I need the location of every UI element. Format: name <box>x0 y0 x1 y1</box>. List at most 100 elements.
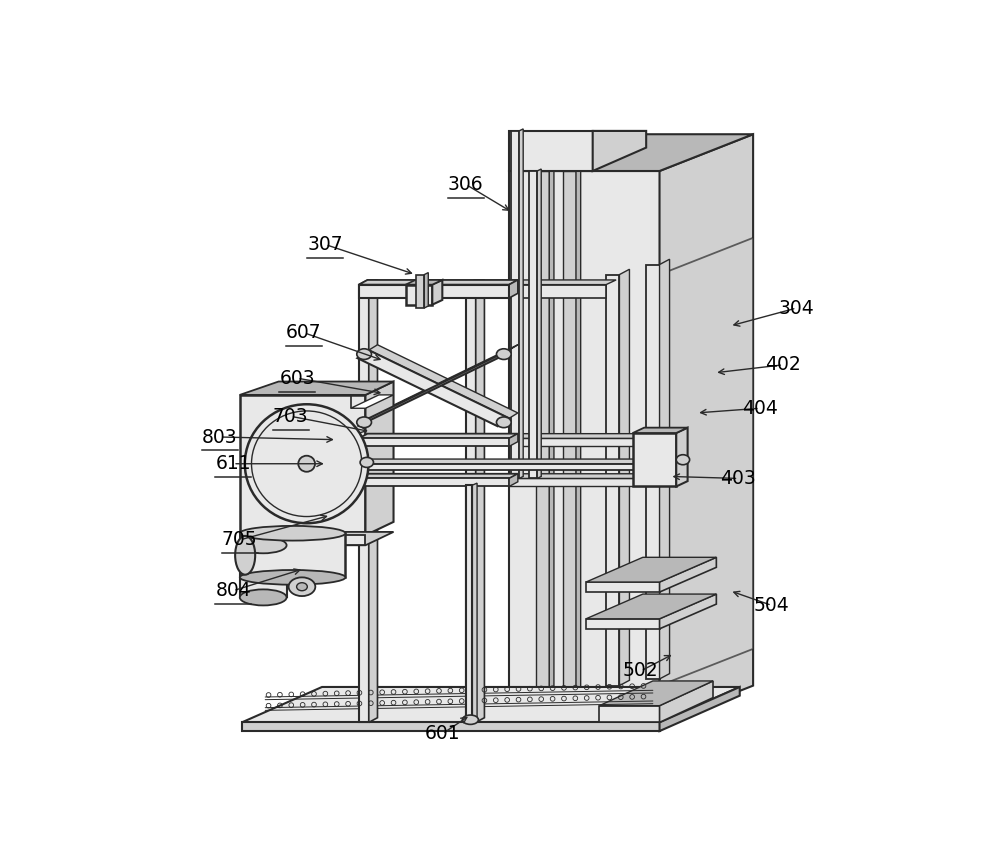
Polygon shape <box>466 485 472 722</box>
Ellipse shape <box>240 526 345 541</box>
Ellipse shape <box>496 349 511 359</box>
Polygon shape <box>359 285 509 298</box>
Polygon shape <box>369 280 377 722</box>
Polygon shape <box>593 131 646 171</box>
Text: 803: 803 <box>202 428 238 446</box>
Polygon shape <box>633 428 688 433</box>
Ellipse shape <box>357 417 371 428</box>
Polygon shape <box>351 395 394 408</box>
Polygon shape <box>359 459 643 464</box>
Text: 603: 603 <box>279 369 315 388</box>
Text: 307: 307 <box>308 235 343 254</box>
Polygon shape <box>599 681 713 706</box>
Polygon shape <box>365 382 394 536</box>
Polygon shape <box>359 478 509 486</box>
Polygon shape <box>660 557 716 592</box>
Text: 703: 703 <box>273 407 308 426</box>
Ellipse shape <box>462 715 478 725</box>
Polygon shape <box>509 280 616 285</box>
Polygon shape <box>509 474 668 478</box>
Polygon shape <box>511 131 519 478</box>
Polygon shape <box>563 171 576 722</box>
Polygon shape <box>369 345 518 418</box>
Polygon shape <box>509 478 660 486</box>
Polygon shape <box>660 681 713 722</box>
Polygon shape <box>660 687 740 731</box>
Polygon shape <box>660 594 716 628</box>
Ellipse shape <box>357 349 371 359</box>
Polygon shape <box>242 722 660 731</box>
Polygon shape <box>536 171 549 722</box>
Ellipse shape <box>297 582 307 591</box>
Polygon shape <box>476 280 484 722</box>
Polygon shape <box>369 345 518 418</box>
Polygon shape <box>359 285 369 722</box>
Ellipse shape <box>360 457 373 467</box>
Polygon shape <box>240 382 394 395</box>
Ellipse shape <box>240 570 345 585</box>
Polygon shape <box>359 434 518 438</box>
Text: 403: 403 <box>721 469 756 488</box>
Polygon shape <box>240 533 345 577</box>
Polygon shape <box>586 594 716 619</box>
Ellipse shape <box>240 537 287 553</box>
Polygon shape <box>357 350 509 426</box>
Polygon shape <box>646 265 660 679</box>
Polygon shape <box>519 128 523 478</box>
Polygon shape <box>357 350 509 426</box>
Text: 304: 304 <box>779 299 814 318</box>
Polygon shape <box>529 171 537 478</box>
Ellipse shape <box>240 589 287 606</box>
Polygon shape <box>359 474 518 478</box>
Polygon shape <box>359 280 377 285</box>
Polygon shape <box>424 273 428 308</box>
Polygon shape <box>606 274 619 686</box>
Text: 402: 402 <box>765 355 801 374</box>
Polygon shape <box>432 280 442 305</box>
Polygon shape <box>509 474 518 486</box>
Polygon shape <box>586 582 660 592</box>
Polygon shape <box>633 433 676 486</box>
Polygon shape <box>549 169 554 722</box>
Polygon shape <box>472 483 477 722</box>
Text: 306: 306 <box>448 174 484 194</box>
Polygon shape <box>576 169 581 722</box>
Polygon shape <box>509 434 668 438</box>
Text: 804: 804 <box>215 582 251 601</box>
Polygon shape <box>416 274 424 308</box>
Polygon shape <box>509 131 593 171</box>
Ellipse shape <box>289 577 315 596</box>
Polygon shape <box>619 269 629 686</box>
Polygon shape <box>599 706 660 722</box>
Polygon shape <box>509 434 518 446</box>
Ellipse shape <box>245 404 368 523</box>
Polygon shape <box>406 285 432 305</box>
Ellipse shape <box>235 536 255 575</box>
Polygon shape <box>359 438 509 446</box>
Polygon shape <box>359 464 634 470</box>
Polygon shape <box>586 619 660 628</box>
Polygon shape <box>466 285 476 722</box>
Polygon shape <box>509 171 660 722</box>
Polygon shape <box>406 280 442 285</box>
Polygon shape <box>509 438 660 446</box>
Polygon shape <box>660 135 753 722</box>
Ellipse shape <box>676 455 690 464</box>
Polygon shape <box>586 557 716 582</box>
Text: 607: 607 <box>286 323 322 342</box>
Polygon shape <box>240 545 287 597</box>
Polygon shape <box>466 280 484 285</box>
Text: 504: 504 <box>754 596 790 615</box>
Polygon shape <box>509 135 753 171</box>
Polygon shape <box>509 285 606 298</box>
Text: 404: 404 <box>742 398 778 418</box>
Polygon shape <box>660 238 753 686</box>
Ellipse shape <box>496 417 511 428</box>
Polygon shape <box>242 687 740 722</box>
Text: 502: 502 <box>623 661 659 681</box>
Polygon shape <box>660 260 670 679</box>
Polygon shape <box>240 536 365 545</box>
Text: 705: 705 <box>222 530 258 549</box>
Polygon shape <box>359 280 518 285</box>
Polygon shape <box>240 395 365 536</box>
